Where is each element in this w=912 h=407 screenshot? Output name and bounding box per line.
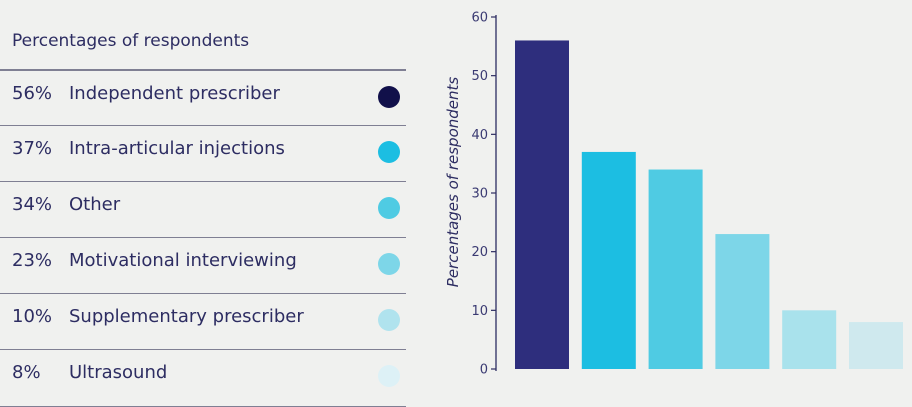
legend-item: 10% Supplementary prescriber (0, 293, 406, 349)
legend-color-dot-icon (378, 309, 400, 331)
legend-item: 34% Other (0, 181, 406, 237)
y-tick-label: 30 (471, 187, 488, 202)
legend-item-percentage: 23% (12, 250, 53, 271)
legend-item-label: Supplementary prescriber (69, 306, 304, 327)
y-tick-label: 0 (480, 363, 488, 378)
legend-item-label: Motivational interviewing (69, 250, 297, 271)
legend-color-dot-icon (378, 141, 400, 163)
legend-item-label: Independent prescriber (69, 83, 280, 104)
legend-item-label: Intra-articular injections (69, 138, 285, 159)
legend-item-percentage: 37% (12, 138, 53, 159)
bar (715, 234, 770, 369)
legend-panel: Percentages of respondents 56% Independe… (0, 0, 406, 407)
bar (515, 40, 569, 369)
bar (782, 310, 837, 369)
y-tick-label: 50 (471, 69, 488, 84)
legend-color-dot-icon (378, 197, 400, 219)
y-tick-label: 20 (471, 245, 488, 260)
legend-color-dot-icon (378, 365, 400, 387)
y-tick-label: 60 (471, 11, 488, 26)
legend-item-percentage: 34% (12, 194, 53, 215)
legend-item-percentage: 56% (12, 83, 53, 104)
legend-item-label: Ultrasound (69, 362, 168, 383)
legend-item-percentage: 8% (12, 362, 41, 383)
y-axis-label: Percentages of respondents (444, 77, 462, 288)
y-tick-label: 40 (471, 128, 488, 143)
legend-item-label: Other (69, 194, 121, 215)
bar (581, 151, 636, 369)
bar-chart-svg: 0 10 20 30 40 50 60 Percentages of respondents (444, 11, 903, 378)
legend-item: 8% Ultrasound (0, 349, 406, 407)
bar (648, 169, 703, 369)
legend-title: Percentages of respondents (12, 31, 250, 51)
legend-item: 23% Motivational interviewing (0, 237, 406, 293)
bar-chart: 0 10 20 30 40 50 60 Percentages of respondents (420, 0, 912, 378)
legend-list: 56% Independent prescriber 37% Intra-art… (0, 69, 406, 407)
legend-color-dot-icon (378, 253, 400, 275)
legend-item: 56% Independent prescriber (0, 69, 406, 125)
legend-color-dot-icon (378, 86, 400, 108)
legend-item-percentage: 10% (12, 306, 53, 327)
legend-item: 37% Intra-articular injections (0, 125, 406, 181)
bar (849, 322, 903, 369)
y-tick-label: 10 (471, 304, 488, 319)
